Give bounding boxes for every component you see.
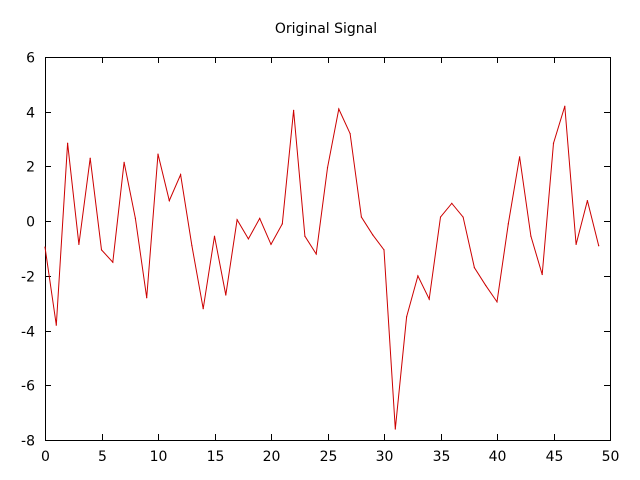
x-tick-label: 20: [263, 449, 281, 465]
data-point: [315, 253, 317, 255]
data-point: [349, 133, 351, 135]
data-point: [451, 202, 453, 204]
y-tick-label: -2: [21, 270, 35, 286]
x-axis: 0 5 10 15 20 25 30 35 40 45 50: [41, 57, 619, 465]
y-tick-label: 6: [26, 51, 35, 67]
data-point: [541, 273, 543, 276]
data-point: [55, 324, 57, 326]
data-point: [462, 216, 464, 218]
chart-title: Original Signal: [275, 21, 377, 37]
data-point: [100, 249, 103, 251]
series-layer: [44, 105, 600, 430]
data-point: [123, 161, 125, 163]
x-tick-label: 45: [546, 449, 564, 465]
data-point: [304, 235, 306, 237]
data-point: [112, 261, 114, 263]
data-point: [586, 200, 589, 202]
data-point: [191, 245, 193, 247]
data-point: [439, 216, 442, 218]
data-point: [293, 109, 295, 111]
data-point: [417, 275, 419, 277]
plot-frame: [45, 57, 611, 441]
x-tick-label: 15: [207, 449, 225, 465]
data-point: [202, 308, 204, 310]
data-point: [598, 245, 600, 247]
x-tick-label: 25: [320, 449, 338, 465]
data-point: [168, 200, 170, 202]
x-tick-label: 0: [41, 449, 50, 465]
data-point: [394, 428, 396, 430]
data-point: [360, 216, 362, 218]
y-tick-label: 2: [26, 160, 35, 176]
x-tick-label: 10: [150, 449, 168, 465]
data-point: [78, 243, 80, 245]
data-point: [383, 249, 385, 251]
data-point: [575, 243, 577, 245]
data-point: [473, 267, 475, 269]
data-point: [157, 153, 159, 155]
data-point: [530, 235, 532, 237]
data-point: [44, 246, 46, 248]
x-tick-label: 5: [98, 449, 107, 465]
x-tick-label: 40: [489, 449, 507, 465]
data-point: [213, 235, 216, 237]
y-tick-label: -4: [21, 325, 35, 341]
data-point: [507, 223, 509, 225]
data-point: [496, 301, 498, 303]
data-point: [134, 217, 136, 220]
data-point: [485, 284, 487, 287]
data-point: [67, 142, 69, 144]
x-tick-label: 50: [602, 449, 620, 465]
x-tick-label: 30: [376, 449, 394, 465]
data-point: [281, 223, 283, 225]
data-point: [236, 219, 238, 221]
y-tick-label: 4: [26, 106, 35, 122]
data-point: [372, 234, 374, 236]
data-point: [270, 243, 272, 245]
data-point: [564, 105, 566, 107]
data-point: [552, 142, 555, 144]
data-point: [247, 238, 249, 240]
signal-line: [44, 106, 600, 430]
data-point: [406, 316, 408, 318]
data-point: [89, 157, 91, 159]
y-tick-label: 0: [26, 215, 35, 231]
data-point: [326, 167, 329, 169]
data-point: [259, 217, 261, 220]
y-axis: 6 4 2 0 -2 -4 -6 -8: [21, 51, 610, 450]
data-point: [225, 294, 227, 296]
data-point: [146, 297, 148, 299]
data-point: [519, 156, 521, 158]
data-point: [428, 298, 430, 300]
data-point: [180, 174, 182, 176]
x-tick-label: 35: [433, 449, 451, 465]
data-point: [338, 108, 340, 110]
y-tick-label: -6: [21, 379, 35, 395]
y-tick-label: -8: [21, 434, 35, 450]
